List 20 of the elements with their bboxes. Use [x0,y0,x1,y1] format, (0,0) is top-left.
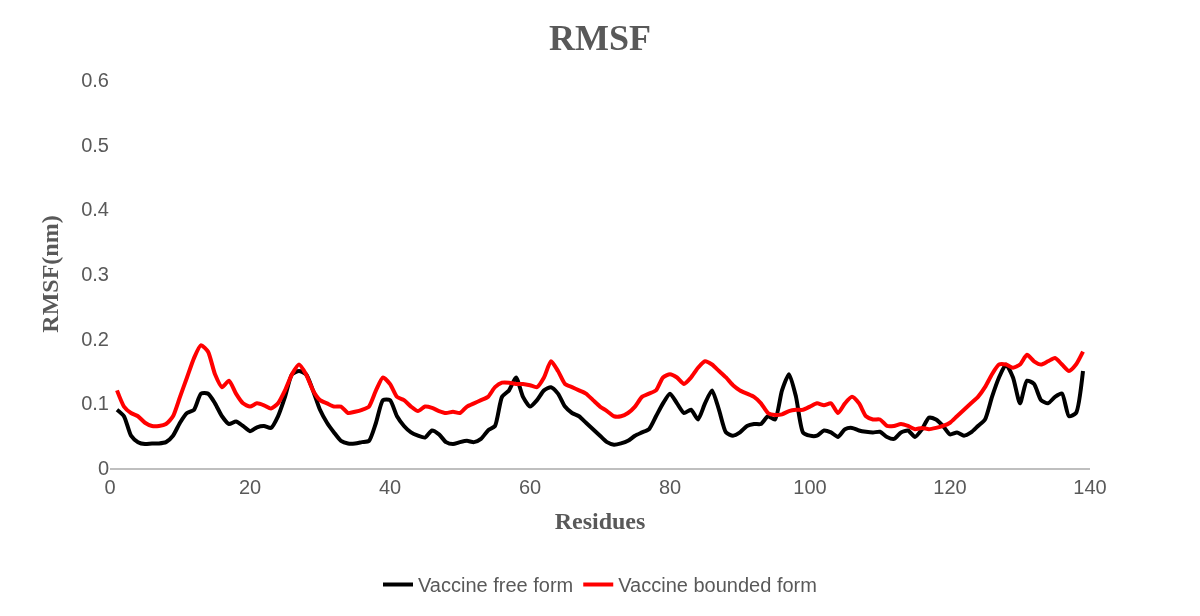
y-tick-label: 0.2 [81,327,109,350]
legend-label: Vaccine free form [418,574,574,597]
y-tick-label: 0.4 [81,198,109,221]
line-series [115,343,1085,432]
y-tick-label: 0.3 [81,263,109,285]
y-tick-label: 0.5 [81,133,109,156]
y-tick-label: 0 [97,457,109,479]
x-tick-label: 20 [238,476,262,498]
y-tick-label: 0.1 [81,392,109,415]
x-tick-label: 100 [793,476,827,498]
legend-label: Vaccine bounded form [618,574,817,597]
x-axis-title: Residues [554,507,646,534]
chart-title: RMSF [549,17,651,58]
x-tick-label: 140 [1073,476,1107,498]
y-tick-label: 0.6 [81,69,109,91]
x-tick-label: 80 [658,476,682,498]
x-tick-label: 120 [933,476,967,498]
x-tick-label: 40 [378,476,402,498]
x-tick-label: 60 [518,476,542,498]
y-axis-title: RMSF(nm) [37,215,64,333]
